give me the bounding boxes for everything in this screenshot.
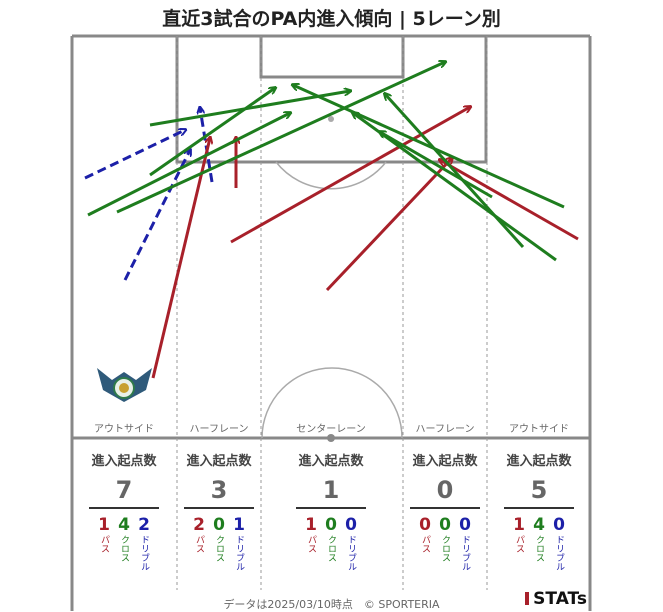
dribble-arrow	[200, 108, 214, 183]
cross-count: 4	[118, 515, 130, 535]
lane-head: 進入起点数	[91, 454, 157, 469]
penalty-area	[175, 34, 488, 164]
goal-area	[259, 34, 405, 79]
cross-label: クロス	[214, 535, 224, 562]
lane-total: 0	[436, 476, 454, 504]
cross-label: クロス	[440, 535, 450, 562]
pass-label: パス	[99, 535, 109, 553]
pass-count: 1	[305, 515, 317, 535]
dribble-arrow	[123, 150, 190, 281]
team-crest-icon	[97, 368, 152, 402]
lane-stats-left-half: 進入起点数 3 2 パス 0 クロス 1 ドリブル	[177, 450, 261, 571]
lane-total: 3	[210, 476, 228, 504]
stats-logo: STATs	[525, 589, 587, 609]
dribble-count: 0	[345, 515, 357, 535]
lane-label-left-half: ハーフレーン	[190, 424, 249, 435]
dribble-label: ドリブル	[346, 535, 356, 571]
penalty-arc	[275, 161, 387, 190]
pass-count: 0	[419, 515, 431, 535]
lane-label-right-outside: アウトサイド	[509, 423, 569, 435]
pass-arrow	[440, 160, 579, 241]
dribble-count: 0	[459, 515, 471, 535]
lane-stats-center: 進入起点数 1 1 パス 0 クロス 0 ドリブル	[281, 450, 381, 571]
pass-label: パス	[420, 535, 430, 553]
lane-label-center: センターレーン	[296, 423, 366, 435]
lane-head: 進入起点数	[298, 454, 364, 469]
cross-arrow	[380, 132, 493, 199]
pass-count: 1	[513, 515, 525, 535]
penalty-spot	[328, 116, 334, 122]
dribble-count: 2	[138, 515, 150, 535]
pass-arrow	[151, 138, 210, 379]
lane-head: 進入起点数	[186, 454, 252, 469]
data-timestamp-footer: データは2025/03/10時点 © SPORTERIA	[223, 598, 440, 611]
lane-label-right-half: ハーフレーン	[416, 424, 475, 435]
pass-count: 1	[98, 515, 110, 535]
cross-count: 0	[439, 515, 451, 535]
dribble-count: 0	[553, 515, 565, 535]
cross-count: 4	[533, 515, 545, 535]
center-spot	[327, 434, 335, 442]
dribble-label: ドリブル	[234, 535, 244, 571]
dribble-label: ドリブル	[554, 535, 564, 571]
cross-arrow	[116, 62, 445, 214]
dribble-arrow	[84, 130, 185, 180]
pass-arrow	[230, 107, 470, 244]
pass-label: パス	[514, 535, 524, 553]
lane-total: 7	[115, 476, 133, 504]
lane-head: 進入起点数	[506, 454, 572, 469]
cross-arrow	[385, 94, 525, 249]
lane-stats-right-outside: 進入起点数 5 1 パス 4 クロス 0 ドリブル	[497, 450, 581, 571]
cross-count: 0	[325, 515, 337, 535]
cross-label: クロス	[326, 535, 336, 562]
cross-label: クロス	[119, 535, 129, 562]
lane-total: 1	[322, 476, 340, 504]
pass-label: パス	[194, 535, 204, 553]
pass-label: パス	[306, 535, 316, 553]
lane-head: 進入起点数	[412, 454, 478, 469]
page-title: 直近3試合のPA内進入傾向 | 5レーン別	[162, 8, 501, 30]
lane-stats-left-outside: 進入起点数 7 1 パス 4 クロス 2 ドリブル	[82, 450, 166, 571]
cross-arrow	[149, 88, 275, 177]
cross-arrow	[87, 113, 290, 217]
dribble-label: ドリブル	[460, 535, 470, 571]
lane-total: 5	[530, 476, 548, 504]
lane-label-left-outside: アウトサイド	[94, 423, 154, 435]
cross-arrow	[293, 85, 565, 209]
dribble-count: 1	[233, 515, 245, 535]
cross-label: クロス	[534, 535, 544, 562]
cross-count: 0	[213, 515, 225, 535]
lane-stats-right-half: 進入起点数 0 0 パス 0 クロス 0 ドリブル	[403, 450, 487, 571]
brand-text: STATs	[533, 589, 587, 609]
center-circle	[261, 367, 403, 439]
entry-arrows	[84, 62, 579, 379]
pass-arrow	[325, 158, 452, 292]
pass-count: 2	[193, 515, 205, 535]
dribble-label: ドリブル	[139, 535, 149, 571]
